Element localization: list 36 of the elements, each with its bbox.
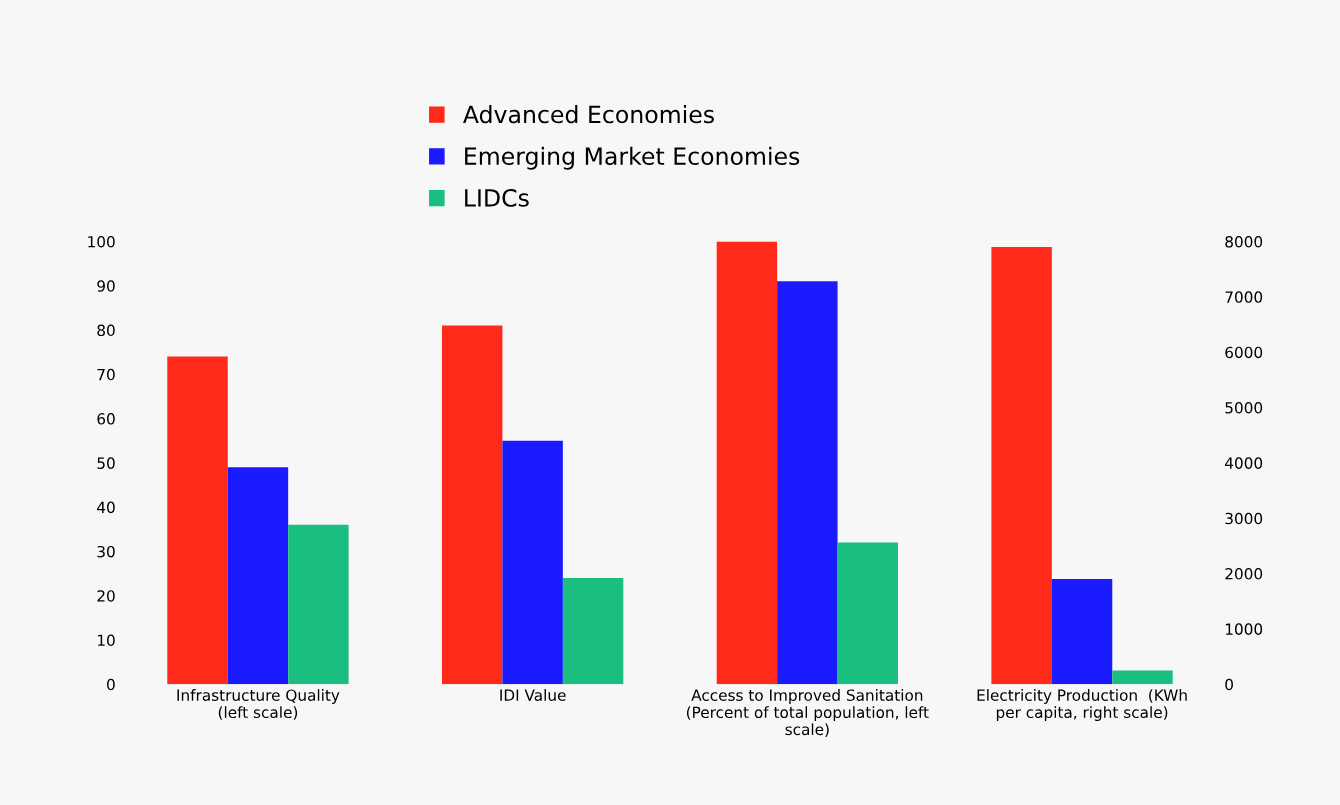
- legend-label: LIDCs: [465, 188, 529, 207]
- bar: [227, 467, 289, 685]
- y2-tick-label: 4000: [1225, 457, 1263, 469]
- bar: [288, 524, 349, 685]
- x-tick-label: Access to Improved Sanitation (Percent of total population, left scale): [686, 689, 929, 737]
- legend-label: Emerging Market Economies: [465, 146, 800, 170]
- y2-tick-label: 5000: [1225, 402, 1263, 414]
- y-tick-label: 50: [97, 457, 115, 469]
- y-tick-label: 20: [97, 590, 115, 602]
- y-tick-label: 0: [107, 678, 115, 691]
- y2-tick-label: 6000: [1225, 346, 1263, 359]
- y2-tick-label: 1000: [1225, 623, 1263, 635]
- y-tick-label: 70: [97, 368, 115, 381]
- x-tick-label: IDI Value: [500, 689, 566, 701]
- y-tick-label: 10: [97, 634, 115, 646]
- bar: [442, 325, 503, 685]
- y2-tick-label: 7000: [1225, 291, 1263, 303]
- bar: [562, 577, 624, 685]
- y2-tick-label: 8000: [1225, 235, 1263, 248]
- y-tick-label: 90: [97, 280, 115, 292]
- x-tick-label: Electricity Production (KWh per capita, right scale): [977, 689, 1187, 721]
- y-tick-label: 80: [97, 324, 115, 337]
- y2-tick-label: 0: [1225, 678, 1233, 691]
- bar: [167, 356, 228, 685]
- bar: [716, 241, 778, 685]
- legend-label: Advanced Economies: [463, 105, 714, 124]
- bar: [502, 440, 563, 685]
- bar: [837, 542, 898, 685]
- y2-tick-label: 3000: [1225, 512, 1263, 525]
- y2-tick-label: 2000: [1225, 568, 1263, 580]
- y-tick-label: 100: [88, 235, 115, 248]
- y-tick-label: 40: [97, 501, 115, 514]
- y-tick-label: 60: [97, 413, 115, 425]
- x-tick-label: Infrastructure Quality (left scale): [177, 689, 340, 720]
- bar: [777, 281, 838, 685]
- y-tick-label: 30: [97, 545, 115, 558]
